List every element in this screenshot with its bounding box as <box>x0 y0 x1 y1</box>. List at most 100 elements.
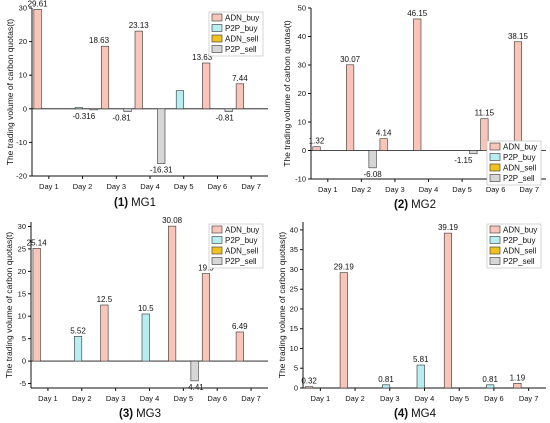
data-label: 10.5 <box>138 304 154 313</box>
panel-caption: (1) MG1 <box>114 197 156 209</box>
legend-swatch <box>211 236 223 244</box>
x-tick-label: Day 7 <box>241 182 261 191</box>
legend-swatch <box>211 45 223 53</box>
x-tick-label: Day 7 <box>519 394 539 403</box>
y-axis-title: The trading volume of carbon quotas(t) <box>282 20 292 167</box>
data-label: 29.61 <box>28 0 49 8</box>
legend-label: P2P_sell <box>225 45 257 54</box>
x-tick-label: Day 7 <box>241 394 261 403</box>
y-tick-label: 0 <box>294 384 298 393</box>
legend-label: ADN_sell <box>225 247 259 256</box>
y-tick-label: 30 <box>290 265 298 274</box>
bar-adn-buy-day-6 <box>201 273 211 362</box>
bar-adn-buy-day-5 <box>443 232 453 389</box>
panel-mg4: (4) MG4 0 5 10 15 20 25 30 35 40 Day 1 Day 2 Day 3 Da… <box>277 222 546 420</box>
bar-p2p-buy-day-3 <box>381 384 391 389</box>
bar-p2p-sell-day-2 <box>89 108 98 111</box>
x-tick-label: Day 4 <box>415 394 435 403</box>
legend-swatch <box>489 225 501 234</box>
legend-label: P2P_sell <box>503 257 535 266</box>
legend-swatch <box>211 13 223 22</box>
x-tick-label: Day 6 <box>207 394 227 403</box>
x-tick-label: Day 1 <box>318 185 338 194</box>
legend-label: ADN_buy <box>503 226 537 235</box>
bar-p2p-buy-day-5 <box>175 90 185 110</box>
x-tick-label: Day 3 <box>106 394 126 403</box>
bar-adn-buy-day-1 <box>33 9 42 110</box>
bar-adn-buy-day-4 <box>413 18 422 151</box>
x-tick-label: Day 6 <box>208 182 228 191</box>
panel-caption: (4) MG4 <box>394 408 437 420</box>
y-tick-label: 30 <box>18 222 26 231</box>
legend-label: ADN_buy <box>225 226 259 235</box>
bar-p2p-sell-day-5 <box>190 360 199 382</box>
data-label: 25.14 <box>27 238 48 247</box>
bar-adn-buy-day-7 <box>513 382 522 389</box>
panel-mg2: (2) MG2 -10 0 10 20 30 40 50 Day 1 Day 2 Day 3 Day … <box>282 4 546 211</box>
data-label: -0.81 <box>216 114 235 123</box>
y-axis-title: The trading volume of carbon quotas(t) <box>4 232 14 379</box>
y-tick-label: 15 <box>18 289 26 298</box>
y-tick-label: 0 <box>302 146 306 155</box>
data-label: 4.14 <box>376 129 392 138</box>
legend-label: P2P_buy <box>225 24 257 33</box>
bar-p2p-sell-day-4 <box>157 108 166 164</box>
legend-swatch <box>489 257 501 265</box>
y-tick-label: 0 <box>22 357 26 366</box>
y-tick-label: 10 <box>298 118 306 127</box>
caption-name: MG3 <box>136 408 161 420</box>
y-tick-label: 20 <box>19 37 27 46</box>
x-tick-label: Day 2 <box>352 185 372 194</box>
legend-swatch <box>489 142 501 151</box>
data-label: 0.81 <box>482 375 498 384</box>
y-tick-label: 5 <box>22 334 26 343</box>
bar-adn-buy-day-1 <box>32 247 41 362</box>
legend-label: ADN_sell <box>225 35 259 44</box>
bar-adn-buy-day-2 <box>339 272 348 389</box>
legend-label: P2P_sell <box>503 174 535 183</box>
caption-number: (2) <box>394 199 408 211</box>
x-tick-label: Day 5 <box>174 182 194 191</box>
bar-adn-buy-day-3 <box>100 45 110 110</box>
y-tick-label: 25 <box>18 244 26 253</box>
legend-swatch <box>211 225 223 234</box>
y-tick-label: -5 <box>19 379 26 388</box>
bar-p2p-buy-day-4 <box>141 313 150 362</box>
legend-swatch <box>211 34 223 43</box>
legend-label: P2P_buy <box>503 153 535 162</box>
x-tick-label: Day 3 <box>380 394 400 403</box>
legend-label: P2P_buy <box>503 236 535 245</box>
data-label: 0.81 <box>378 375 394 384</box>
y-tick-label: 20 <box>298 89 306 98</box>
bar-p2p-sell-day-3 <box>123 108 132 112</box>
data-label: 18.63 <box>89 36 110 45</box>
x-tick-label: Day 7 <box>519 185 539 194</box>
data-label: 12.5 <box>97 295 113 304</box>
bar-adn-buy-day-3 <box>379 138 388 151</box>
data-label: 6.49 <box>232 322 248 331</box>
data-label: -0.316 <box>72 112 95 121</box>
bar-p2p-buy-day-2 <box>74 107 83 110</box>
bar-adn-buy-day-2 <box>346 64 355 151</box>
bar-p2p-sell-day-2 <box>368 150 377 169</box>
bar-adn-buy-day-7 <box>235 331 244 362</box>
legend-label: ADN_sell <box>503 164 537 173</box>
data-label: 46.15 <box>407 9 428 18</box>
legend-swatch <box>489 174 501 182</box>
y-tick-label: 5 <box>294 364 298 373</box>
bar-p2p-sell-day-5 <box>469 150 478 155</box>
bar-p2p-buy-day-4 <box>416 364 425 389</box>
x-tick-label: Day 3 <box>385 185 405 194</box>
bar-p2p-sell-day-6 <box>224 108 233 112</box>
panel-caption: (3) MG3 <box>119 408 161 420</box>
caption-number: (1) <box>114 197 128 209</box>
y-tick-label: 10 <box>290 344 298 353</box>
data-label: 5.52 <box>70 326 86 335</box>
legend-label: ADN_sell <box>503 247 537 256</box>
x-tick-label: Day 1 <box>39 182 59 191</box>
bar-adn-buy-day-7 <box>235 83 244 110</box>
legend-swatch <box>211 257 223 265</box>
bar-adn-buy-day-6 <box>480 118 489 151</box>
y-tick-label: -10 <box>295 175 306 184</box>
x-tick-label: Day 5 <box>449 394 469 403</box>
